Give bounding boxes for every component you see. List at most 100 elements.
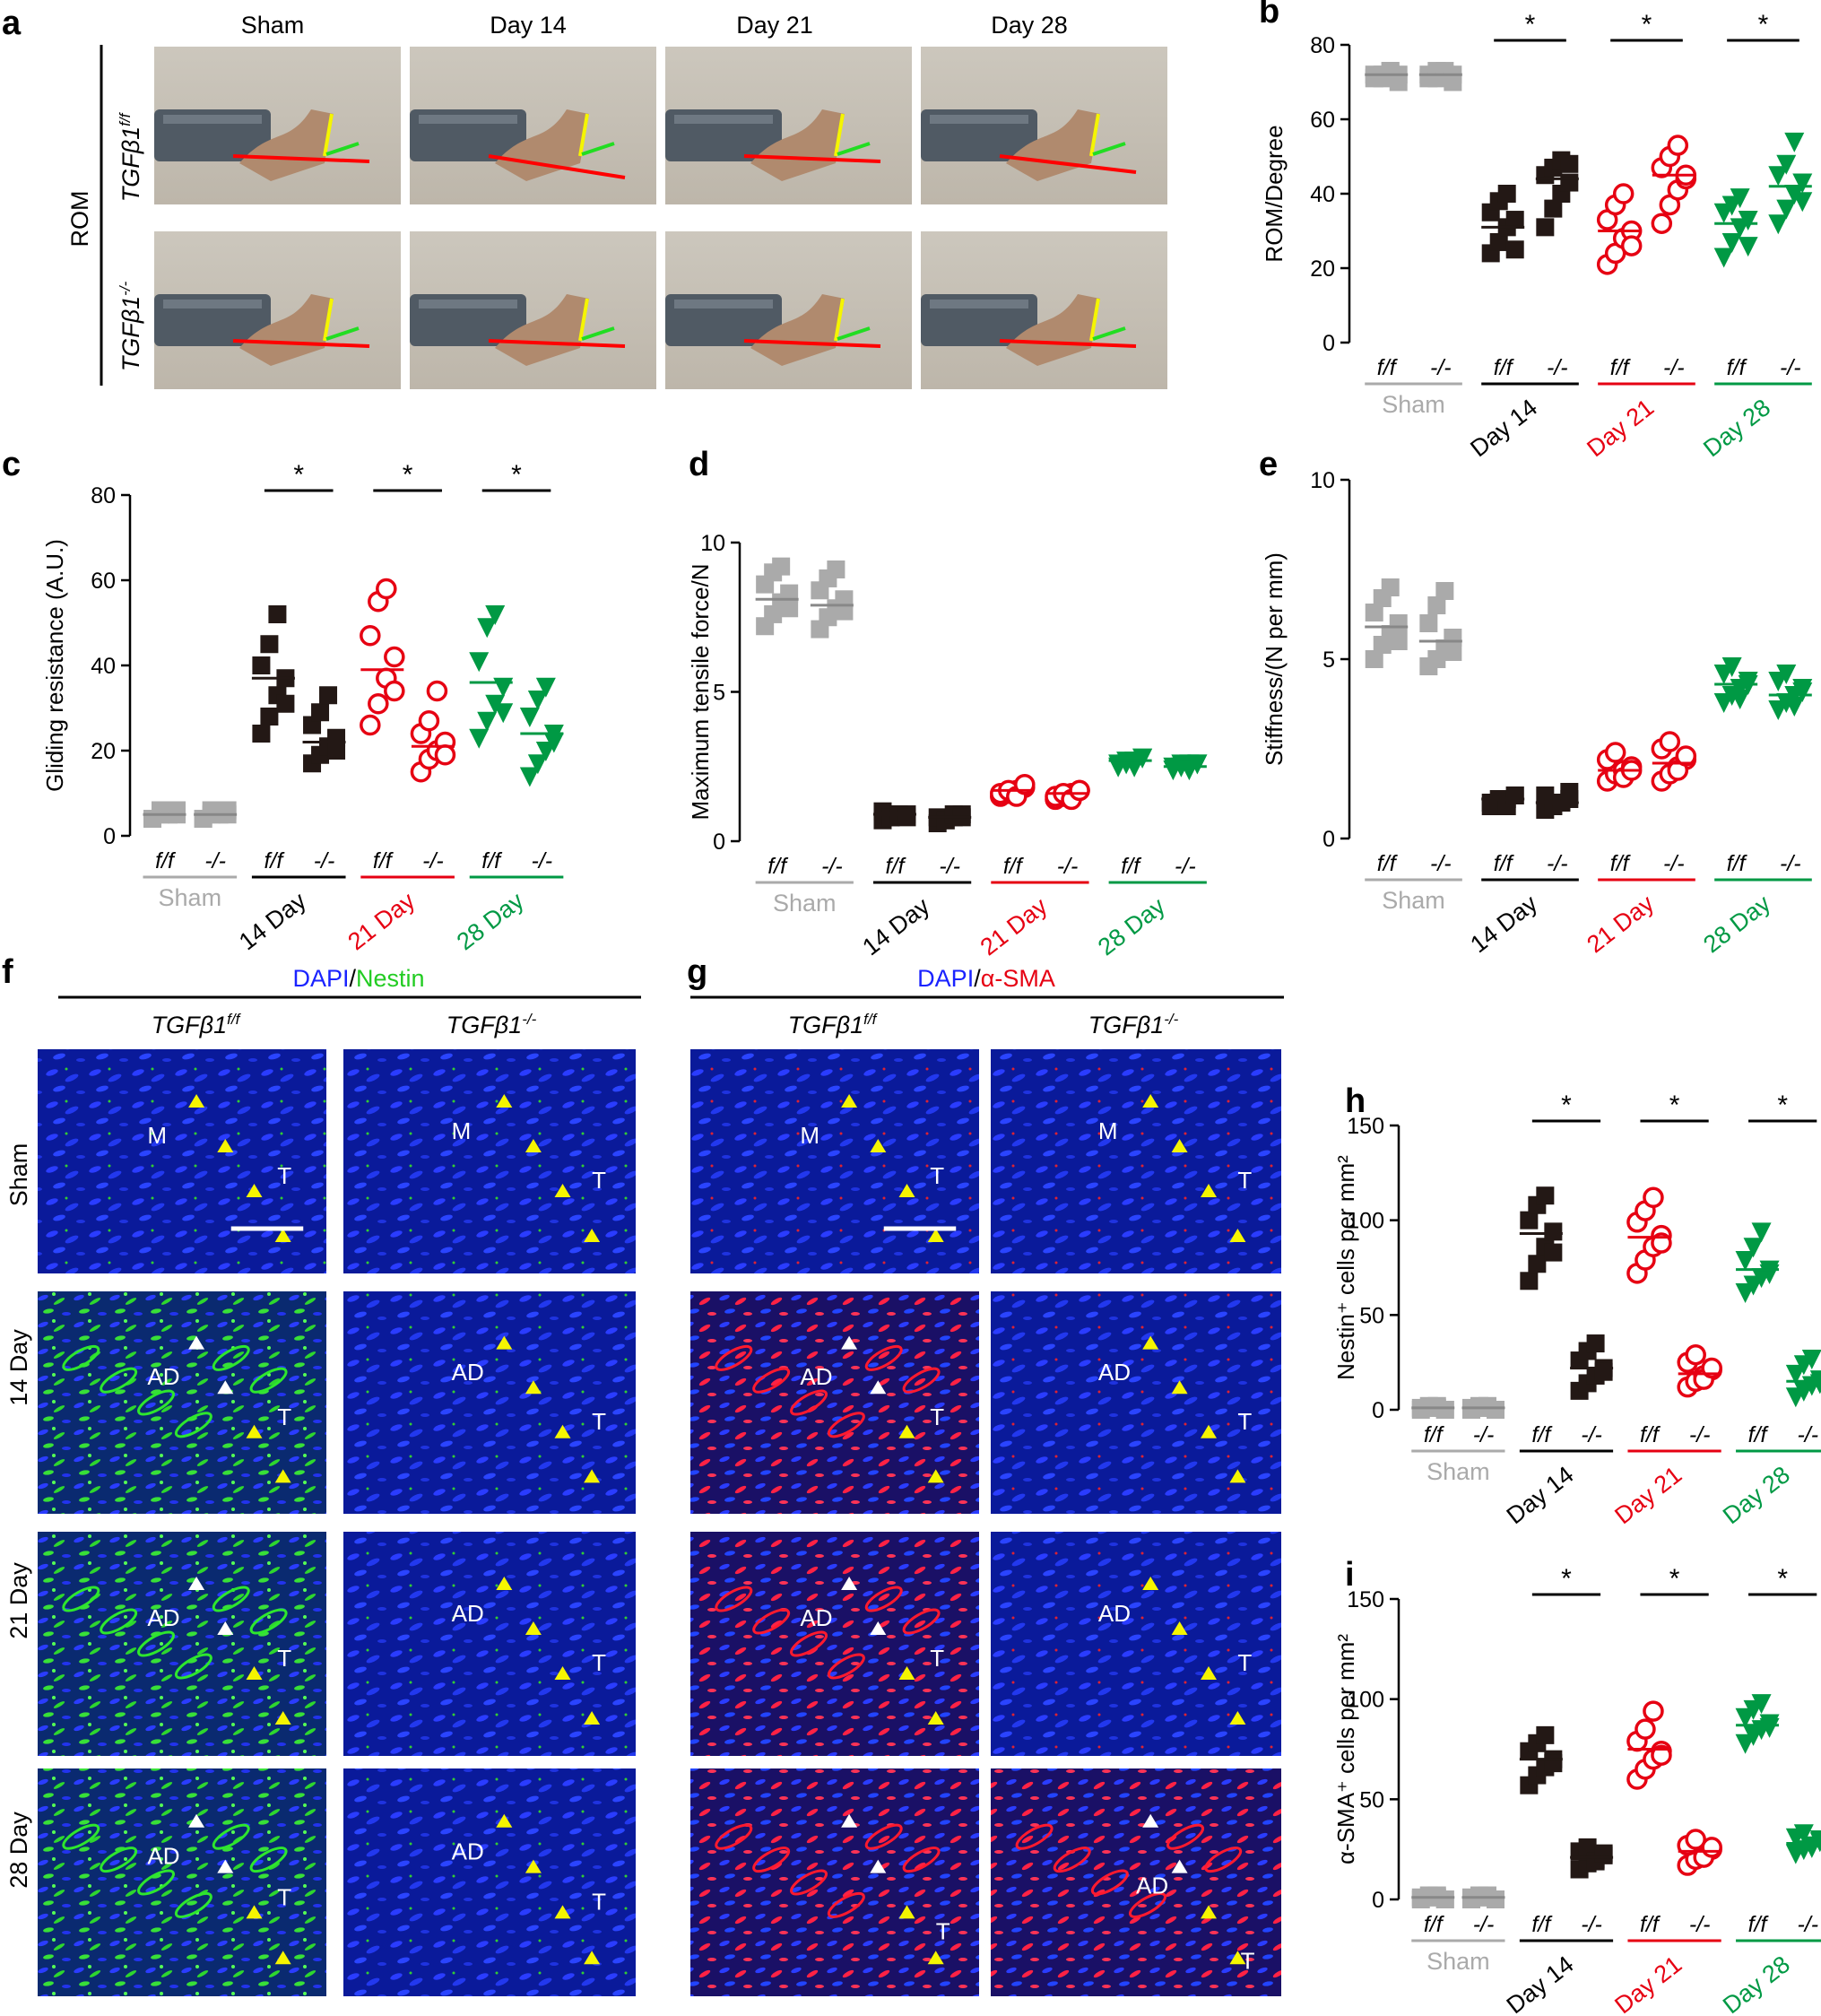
micrograph-tile: AD T — [343, 1532, 636, 1756]
data-point — [1792, 192, 1813, 213]
data-point — [780, 599, 799, 618]
data-point — [1735, 1251, 1756, 1272]
stained-structure — [864, 1344, 903, 1371]
panel-label: i — [1345, 1556, 1355, 1594]
micrograph-tile: AD T — [690, 1532, 979, 1756]
data-point — [772, 557, 791, 576]
arrowhead-marker — [1142, 1335, 1159, 1350]
genotype-label: -/- — [1663, 355, 1685, 380]
micrograph-tile: T — [690, 1768, 979, 1996]
group-label: Day 21 — [1609, 1461, 1687, 1529]
micrograph-tile: MT — [343, 1049, 636, 1273]
data-point — [1776, 199, 1797, 220]
micrograph-image — [343, 1049, 636, 1273]
arrowhead-marker — [246, 1666, 263, 1680]
micrograph-tile: AD T — [991, 1532, 1281, 1756]
data-point — [1365, 650, 1383, 668]
arrowhead-marker — [554, 1666, 571, 1680]
data-point — [493, 677, 514, 698]
data-point — [1171, 754, 1192, 775]
group-label: 21 Day — [1582, 890, 1659, 959]
stained-structure — [137, 1869, 175, 1896]
group-label: 14 Day — [234, 887, 311, 956]
clamp-highlight — [419, 300, 517, 308]
stained-structure — [864, 1823, 903, 1850]
significance-star: * — [1669, 1564, 1680, 1594]
data-point — [426, 680, 448, 702]
genotype-label: f/f — [1640, 1912, 1661, 1937]
y-tick-label: 20 — [91, 739, 116, 764]
arrowhead-marker — [1229, 1229, 1246, 1242]
series-7 — [1163, 754, 1208, 781]
group-label: Day 28 — [1718, 1461, 1795, 1529]
series-5 — [1045, 779, 1090, 811]
genotype-label: f/f — [1640, 1422, 1661, 1447]
rom-green-line — [581, 142, 615, 156]
y-tick-label: 100 — [1347, 1209, 1384, 1234]
data-point — [477, 711, 498, 732]
tissue-label: T — [592, 1167, 606, 1194]
data-point — [260, 708, 279, 726]
paw-shape — [495, 109, 589, 181]
group-label-sham: Sham — [1382, 391, 1445, 418]
group-label: Day 28 — [1698, 394, 1775, 462]
arrowhead-marker — [188, 1577, 205, 1590]
genotype-label: -/- — [1547, 851, 1568, 876]
rom-yellow-line — [578, 298, 589, 342]
panel-f-col2-header: TGFβ1-/- — [447, 1011, 537, 1038]
y-tick-label: 150 — [1347, 1587, 1384, 1612]
genotype-label: -/- — [821, 854, 843, 879]
rom-green-line — [325, 326, 360, 341]
chart-panel-h: h 0 50 100 150 Nestin⁺ cells per mm² * * * f/f -/-… — [1332, 1082, 1821, 1529]
clamp-highlight — [163, 300, 262, 308]
data-point — [1792, 682, 1813, 702]
tissue-label: AD — [1098, 1600, 1131, 1627]
tissue-label: AD — [800, 1363, 832, 1390]
stained-structure — [137, 1389, 175, 1416]
series-5 — [1651, 135, 1697, 234]
micrograph-tile: MT — [38, 1049, 326, 1273]
data-point — [1528, 1255, 1547, 1273]
stained-structure — [790, 1869, 828, 1896]
micrograph-image — [38, 1049, 326, 1273]
series-3 — [1570, 1334, 1614, 1400]
micrograph-tile: AD T — [38, 1768, 326, 1996]
data-point — [1389, 632, 1408, 650]
micrograph-image — [38, 1768, 326, 1996]
arrowhead-marker — [525, 1139, 542, 1152]
panel-f-row-28day: 28 Day — [5, 1812, 32, 1889]
arrowhead-marker — [1171, 1139, 1188, 1152]
arrowhead-marker — [1201, 1666, 1217, 1680]
panel-a: a Sham Day 14 Day 21 Day 28 ROM TGFβ1f/f… — [2, 4, 1167, 389]
genotype-label: -/- — [1547, 355, 1568, 380]
arrowhead-marker — [841, 1094, 858, 1108]
tissue-label: AD — [452, 1600, 484, 1627]
series-3 — [1535, 151, 1579, 237]
micrograph-image — [343, 1768, 636, 1996]
data-point — [1435, 1890, 1454, 1908]
genotype-label: f/f — [1531, 1912, 1553, 1937]
significance-star: * — [1758, 10, 1769, 39]
clamp-highlight — [163, 115, 262, 124]
micrograph-tile: AD T — [38, 1291, 326, 1514]
data-point — [1792, 173, 1813, 194]
data-point — [1435, 582, 1454, 600]
data-point — [1776, 154, 1797, 175]
arrowhead-marker — [1171, 1859, 1188, 1873]
genotype-label: f/f — [1494, 851, 1515, 876]
tissue-label: T — [936, 1918, 950, 1945]
data-point — [1560, 154, 1579, 173]
micrograph-image — [343, 1532, 636, 1756]
series-1 — [194, 801, 238, 828]
data-point — [1132, 748, 1153, 769]
micrograph-tile: AD T — [343, 1768, 636, 1996]
arrowhead-marker — [870, 1859, 887, 1873]
data-point — [477, 618, 498, 639]
data-point — [384, 680, 405, 702]
arrowhead-marker — [1229, 1469, 1246, 1483]
data-point — [1776, 665, 1797, 684]
rom-green-line — [1092, 326, 1126, 341]
genotype-label: -/- — [532, 848, 553, 873]
